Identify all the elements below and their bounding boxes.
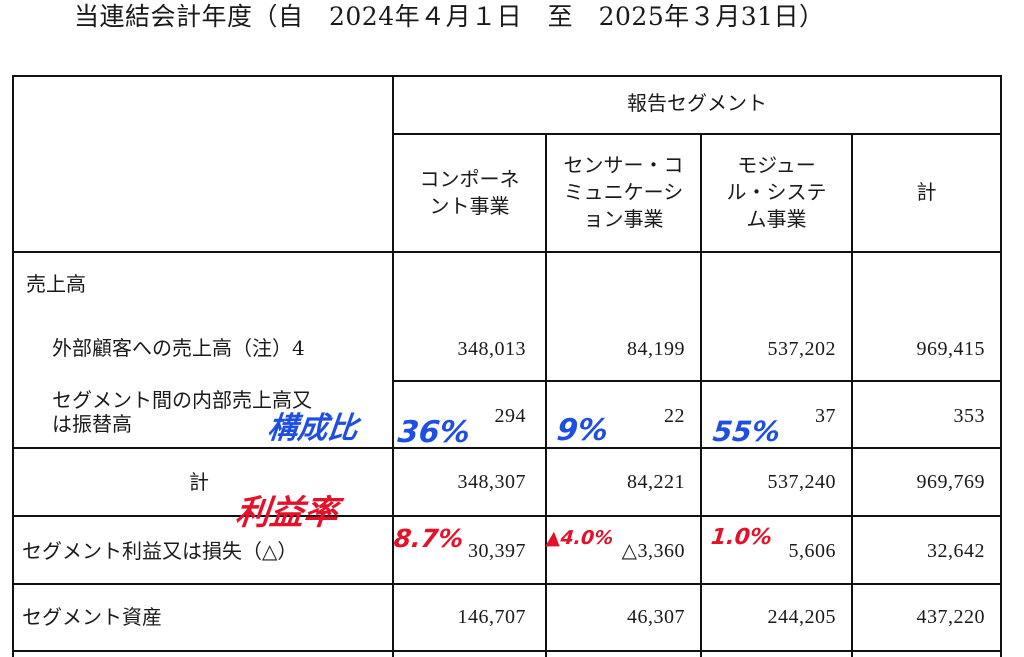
col-header-sensor-l2: ミュニケーシ [563,180,684,204]
col-header-total: 計 [916,180,937,204]
col-header-module-l1: モジュー [737,153,816,177]
value-cell: 5,606 [788,540,836,562]
group-header-divider [392,133,1002,135]
row-label-intersegment-l2: は振替高 [52,412,132,436]
value-cell: 348,307 [457,471,526,493]
annotation-composition-sensor: 9% [555,413,610,448]
row-label-intersegment: セグメント間の内部売上高又 は振替高 [52,388,312,436]
col-divider-3 [851,133,853,657]
value-cell: 537,202 [767,338,836,360]
col-header-component: コンポーネ ント事業 [394,166,545,220]
col-header-sensor: センサー・コ ミュニケーシ ョン事業 [547,152,700,233]
col-header-sensor-l1: センサー・コ [563,153,684,177]
col-header-component-l2: ント事業 [429,194,510,218]
annotation-composition-module: 55% [711,415,782,448]
label-column-border [392,75,394,657]
annotation-composition-label: 構成比 [265,411,360,446]
row-divider-bottom [12,650,1002,652]
header-bottom-border [12,251,1002,253]
value-cell: 969,415 [916,338,985,360]
col-header-component-l1: コンポーネ [419,167,520,191]
value-cell: 84,221 [627,471,685,493]
col-header-module: モジュー ル・システ ム事業 [702,152,851,233]
value-cell: △3,360 [621,540,685,562]
row-label-total: 計 [189,470,209,494]
col-divider-1 [545,133,547,657]
col-header-module-l3: ム事業 [746,207,807,231]
table-left-border [12,75,14,657]
value-cell: 437,220 [916,606,985,628]
value-cell: 32,642 [927,540,985,562]
value-cell: 37 [815,405,836,427]
group-header-segments: 報告セグメント [627,91,767,115]
value-cell: 146,707 [457,606,526,628]
value-cell: 22 [664,405,685,427]
annotation-profit-component: 8.7% [392,524,465,553]
period-title: 当連結会計年度（自 2024年４月１日 至 2025年３月31日） [74,2,825,31]
annotation-composition-component: 36% [396,415,472,450]
annotation-profit-sensor: ▲4.0% [544,527,615,549]
row-label-assets: セグメント資産 [22,605,162,629]
value-cell: 348,013 [457,338,526,360]
table-top-border [12,75,1002,77]
value-cell: 244,205 [767,606,836,628]
annotation-profit-label: 利益率 [233,493,340,533]
value-cell: 294 [494,405,526,427]
value-cell: 30,397 [468,540,526,562]
row-divider-total [12,447,1002,449]
col-header-sensor-l3: ョン事業 [583,207,664,231]
value-cell: 46,307 [627,606,685,628]
row-label-intersegment-l1: セグメント間の内部売上高又 [52,388,312,412]
row-divider-values [392,380,1002,382]
col-header-module-l2: ル・システ [726,180,827,204]
row-label-sales: 売上高 [26,272,86,296]
row-divider-profit [12,515,1002,517]
row-label-external-sales: 外部顧客への売上高（注）4 [52,336,305,360]
value-cell: 537,240 [767,471,836,493]
value-cell: 84,199 [627,338,685,360]
value-cell: 353 [953,405,985,427]
annotation-profit-module: 1.0% [709,525,774,550]
row-label-profit: セグメント利益又は損失（△） [22,539,298,563]
col-divider-2 [700,133,702,657]
value-cell: 969,769 [916,471,985,493]
table-right-border [1000,75,1002,657]
row-divider-assets [12,583,1002,585]
